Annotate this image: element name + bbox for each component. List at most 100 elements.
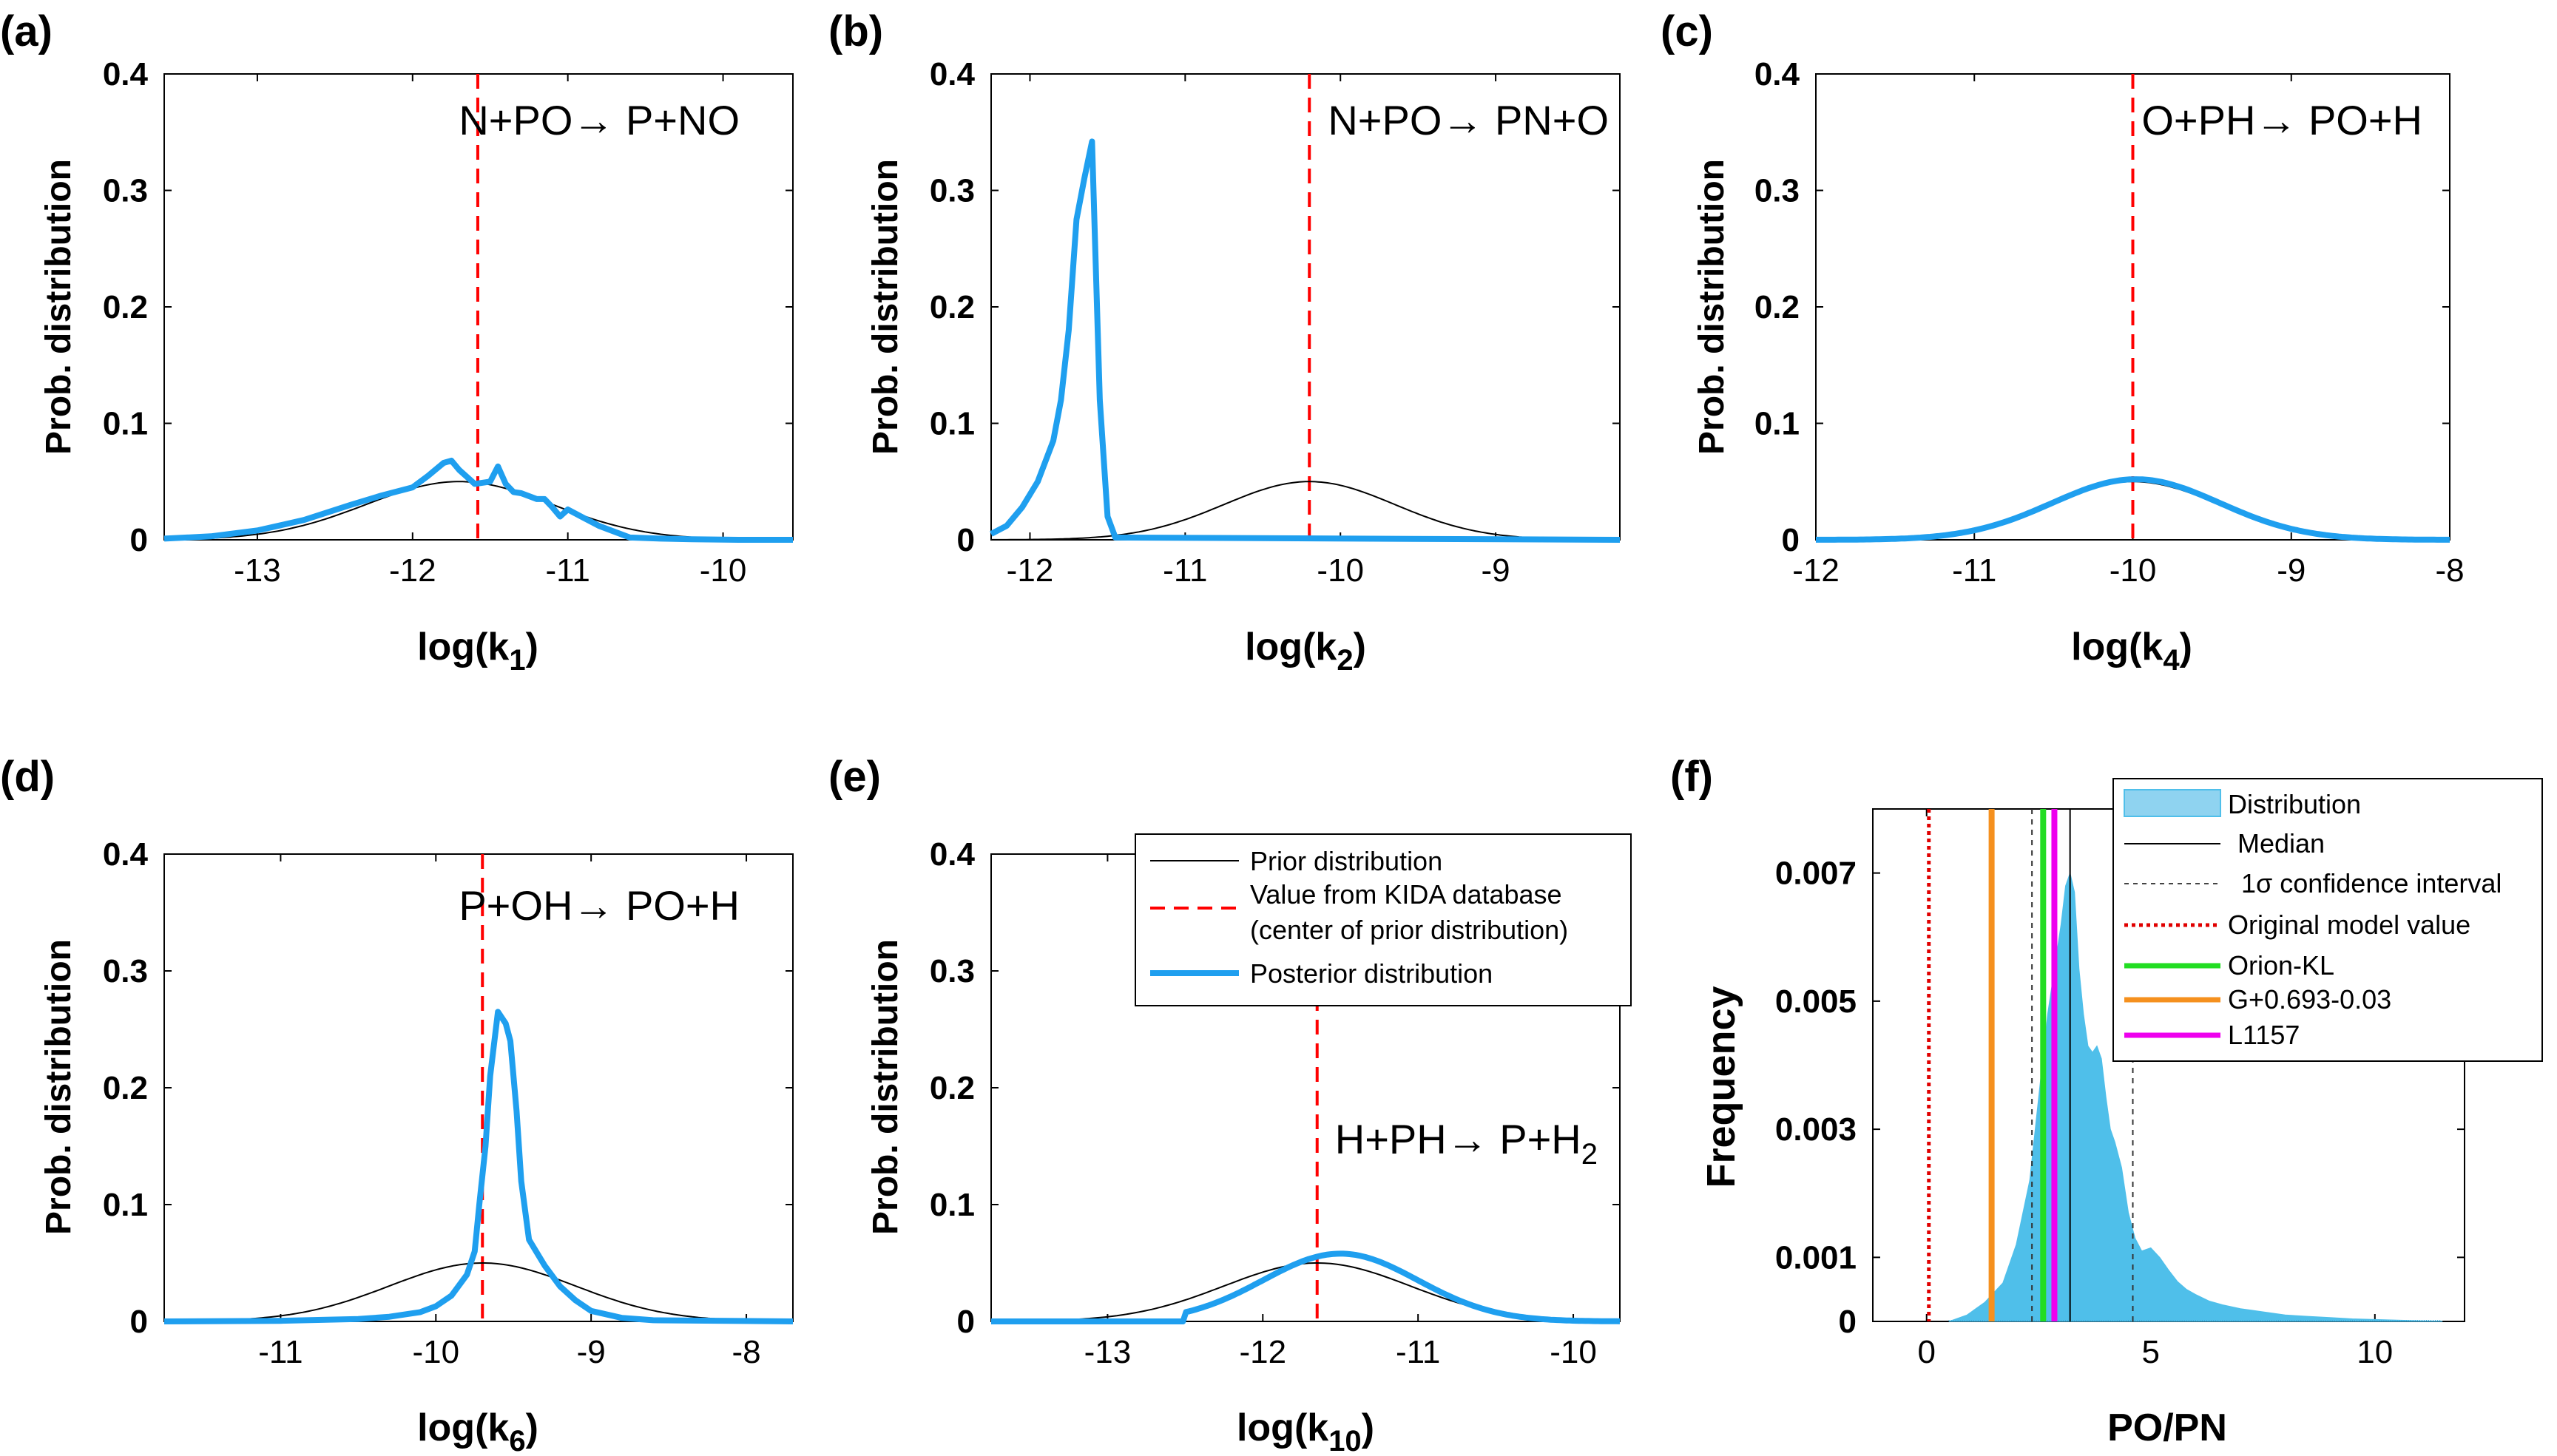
y-axis-title-c: Prob. distribution <box>1692 159 1732 455</box>
y-axis-title-b: Prob. distribution <box>866 159 905 455</box>
y-tick-label: 0 <box>957 522 975 558</box>
y-tick-label: 0.3 <box>930 953 975 989</box>
x-axis-title-e: log(k10) <box>1237 1406 1374 1456</box>
curves-d <box>163 854 794 1324</box>
legend-box-e <box>1135 833 1632 1006</box>
y-axis-title-e: Prob. distribution <box>866 939 905 1235</box>
x-tick-label: 0 <box>1917 1334 1935 1370</box>
y-tick-label: 0 <box>130 1304 148 1340</box>
y-tick-label: 0.4 <box>930 56 976 92</box>
panel-c: (c) -12 -11 -10 -9 -8 0 0.1 0.2 0.3 0.4 O+PH→ PO+… <box>1661 7 2465 677</box>
y-tick-label: 0.4 <box>1754 56 1800 92</box>
x-axis-title-a: log(k1) <box>417 626 538 677</box>
y-tick-label: 0.4 <box>103 56 149 92</box>
posterior-curve <box>163 457 793 543</box>
x-tick-label: -8 <box>2435 552 2464 589</box>
x-axis-title-b: log(k2) <box>1245 626 1366 677</box>
legend-swatch-distribution <box>2124 789 2221 817</box>
y-tick-label: 0 <box>1782 522 1800 558</box>
x-tick-label: -9 <box>577 1334 606 1370</box>
panel-label-b: (b) <box>828 7 883 55</box>
y-axis-title-f: Frequency <box>1699 986 1743 1188</box>
x-axis-title-c: log(k4) <box>2071 626 2192 677</box>
x-tick-label: -10 <box>1317 552 1364 589</box>
x-axis-title-d: log(k6) <box>417 1406 538 1456</box>
ticks-b: -12 -11 -10 -9 0 0.1 0.2 0.3 0.4 <box>930 56 1620 589</box>
posterior-curve <box>1816 476 2450 543</box>
x-tick-label: -11 <box>1952 552 1996 589</box>
y-tick-label: 0.3 <box>103 173 148 209</box>
x-tick-label: -11 <box>1396 1334 1440 1370</box>
y-tick-label: 0.007 <box>1775 856 1857 892</box>
y-tick-label: 0.1 <box>930 1187 975 1223</box>
panel-label-c: (c) <box>1661 7 1713 55</box>
y-tick-label: 0.2 <box>1754 289 1800 325</box>
prior-curve <box>991 481 1620 541</box>
x-tick-label: -11 <box>1163 552 1207 589</box>
y-tick-label: 0.1 <box>103 406 148 442</box>
y-tick-label: 0 <box>1839 1304 1857 1340</box>
y-axis-title-d: Prob. distribution <box>39 939 78 1235</box>
legend-label-distribution: Distribution <box>2228 789 2361 819</box>
reaction-label-a: N+PO→ P+NO <box>459 97 740 143</box>
x-tick-label: -10 <box>1550 1334 1597 1370</box>
prior-curve <box>991 1262 1620 1322</box>
x-tick-label: -11 <box>258 1334 303 1370</box>
y-tick-label: 0.4 <box>103 836 149 873</box>
y-tick-label: 0.003 <box>1775 1111 1857 1148</box>
posterior-curve <box>991 1250 1621 1324</box>
y-tick-label: 0.005 <box>1775 983 1857 1020</box>
histogram-f <box>1927 809 2443 1322</box>
x-tick-label: -12 <box>1007 552 1054 589</box>
reaction-label-e: H+PH→ P+H2 <box>1335 1116 1598 1171</box>
x-tick-label: -12 <box>1239 1334 1286 1370</box>
panel-e: (e) -13 -12 -11 -10 0 0.1 0.2 0.3 0.4 H+PH→ P+H2… <box>828 753 1632 1456</box>
y-tick-label: 0.3 <box>103 953 148 989</box>
y-tick-label: 0.2 <box>103 289 148 325</box>
ticks-e: -13 -12 -11 -10 0 0.1 0.2 0.3 0.4 <box>930 836 1620 1370</box>
x-tick-label: 5 <box>2142 1334 2160 1370</box>
ticks-d: -11 -10 -9 -8 0 0.1 0.2 0.3 0.4 <box>103 836 793 1370</box>
panel-b: (b) -12 -11 -10 -900.10.20.30.4 N+PO→ PN+O … <box>828 7 1621 677</box>
legend-label-original: Original model value <box>2228 910 2470 940</box>
legend-e: Prior distribution Value from KIDA datab… <box>1135 833 1632 1006</box>
x-tick-label: -10 <box>2110 552 2157 589</box>
legend-label-g0693: G+0.693-0.03 <box>2228 984 2391 1015</box>
y-tick-label: 0 <box>130 522 148 558</box>
axes-frame-c <box>1815 73 2450 541</box>
posterior-curve <box>990 138 1621 543</box>
x-tick-label: -9 <box>1482 552 1510 589</box>
legend-label-prior: Prior distribution <box>1250 846 1442 876</box>
legend-label-kida: Value from KIDA database <box>1250 879 1562 910</box>
ticks-f: 0 5 10 0 0.001 0.003 0.005 0.007 <box>1775 809 2465 1370</box>
panel-label-d: (d) <box>0 753 55 801</box>
x-tick-label: 10 <box>2357 1334 2393 1370</box>
y-tick-label: 0.001 <box>1775 1239 1857 1276</box>
posterior-curve <box>163 1009 794 1324</box>
panel-d: (d) -11 -10 -9 -8 0 0.1 0.2 0.3 0.4 P+OH→ PO+H P… <box>0 753 794 1456</box>
x-axis-title-f: PO/PN <box>2107 1406 2227 1449</box>
legend-box-f <box>2112 778 2543 1062</box>
reaction-label-b: N+PO→ PN+O <box>1328 97 1609 143</box>
ticks-a: -13 -12 -11 -10 0 0.1 0.2 0.3 0.4 <box>103 56 793 589</box>
x-tick-label: -13 <box>234 552 281 589</box>
y-axis-title-a: Prob. distribution <box>39 159 78 455</box>
x-tick-label: -12 <box>389 552 436 589</box>
ticks-c: -12 -11 -10 -9 -8 0 0.1 0.2 0.3 0.4 <box>1754 56 2465 589</box>
y-tick-label: 0.1 <box>930 406 975 442</box>
y-tick-label: 0.3 <box>930 173 975 209</box>
legend-label-orion: Orion-KL <box>2228 950 2334 981</box>
y-tick-label: 0.2 <box>930 289 975 325</box>
legend-f: Distribution Median 1σ confidence interv… <box>2112 778 2543 1062</box>
reaction-label-c: O+PH→ PO+H <box>2141 97 2422 143</box>
legend-label-confidence: 1σ confidence interval <box>2241 868 2502 898</box>
x-tick-label: -10 <box>412 1334 459 1370</box>
panel-label-f: (f) <box>1670 753 1713 801</box>
x-tick-label: -10 <box>700 552 747 589</box>
curves-a <box>163 74 793 543</box>
curves-b <box>990 74 1621 543</box>
distribution-histogram <box>1948 871 2443 1322</box>
axes-frame-a <box>163 73 794 541</box>
